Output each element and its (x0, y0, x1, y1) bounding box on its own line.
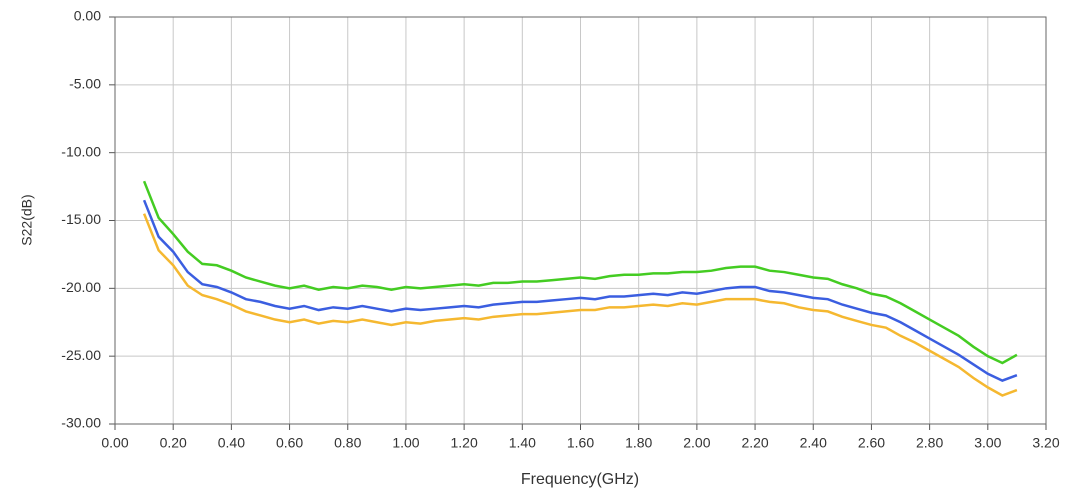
x-tick-label: 1.20 (451, 435, 478, 451)
x-axis-title: Frequency(GHz) (521, 471, 639, 488)
y-tick-label: -30.00 (61, 415, 101, 431)
x-tick-label: 1.00 (392, 435, 419, 451)
y-tick-label: -25.00 (61, 347, 101, 363)
x-tick-label: 2.20 (741, 435, 768, 451)
y-tick-label: -15.00 (61, 211, 101, 227)
x-tick-label: 2.80 (916, 435, 943, 451)
y-tick-label: 0.00 (74, 8, 101, 24)
plot-frame (114, 16, 1047, 425)
x-tick-label: 2.60 (858, 435, 885, 451)
y-tick-label: -20.00 (61, 279, 101, 295)
x-tick-label: 3.20 (1032, 435, 1059, 451)
y-tick-label: -5.00 (69, 76, 101, 92)
series-line (142, 213, 1018, 397)
series-line (142, 180, 1018, 365)
x-tick-label: 0.20 (160, 435, 187, 451)
y-axis-title: S22(dB) (19, 194, 35, 245)
x-tick-label: 0.40 (218, 435, 245, 451)
x-tick-label: 0.60 (276, 435, 303, 451)
x-tick-label: 0.80 (334, 435, 361, 451)
x-tick-label: 2.00 (683, 435, 710, 451)
x-tick-label: 1.40 (509, 435, 536, 451)
series-line (142, 199, 1018, 382)
x-tick-label: 1.60 (567, 435, 594, 451)
y-tick-label: -10.00 (61, 143, 101, 159)
x-tick-label: 2.40 (800, 435, 827, 451)
x-tick-label: 3.00 (974, 435, 1001, 451)
x-tick-label: 1.80 (625, 435, 652, 451)
x-tick-label: 0.00 (101, 435, 128, 451)
